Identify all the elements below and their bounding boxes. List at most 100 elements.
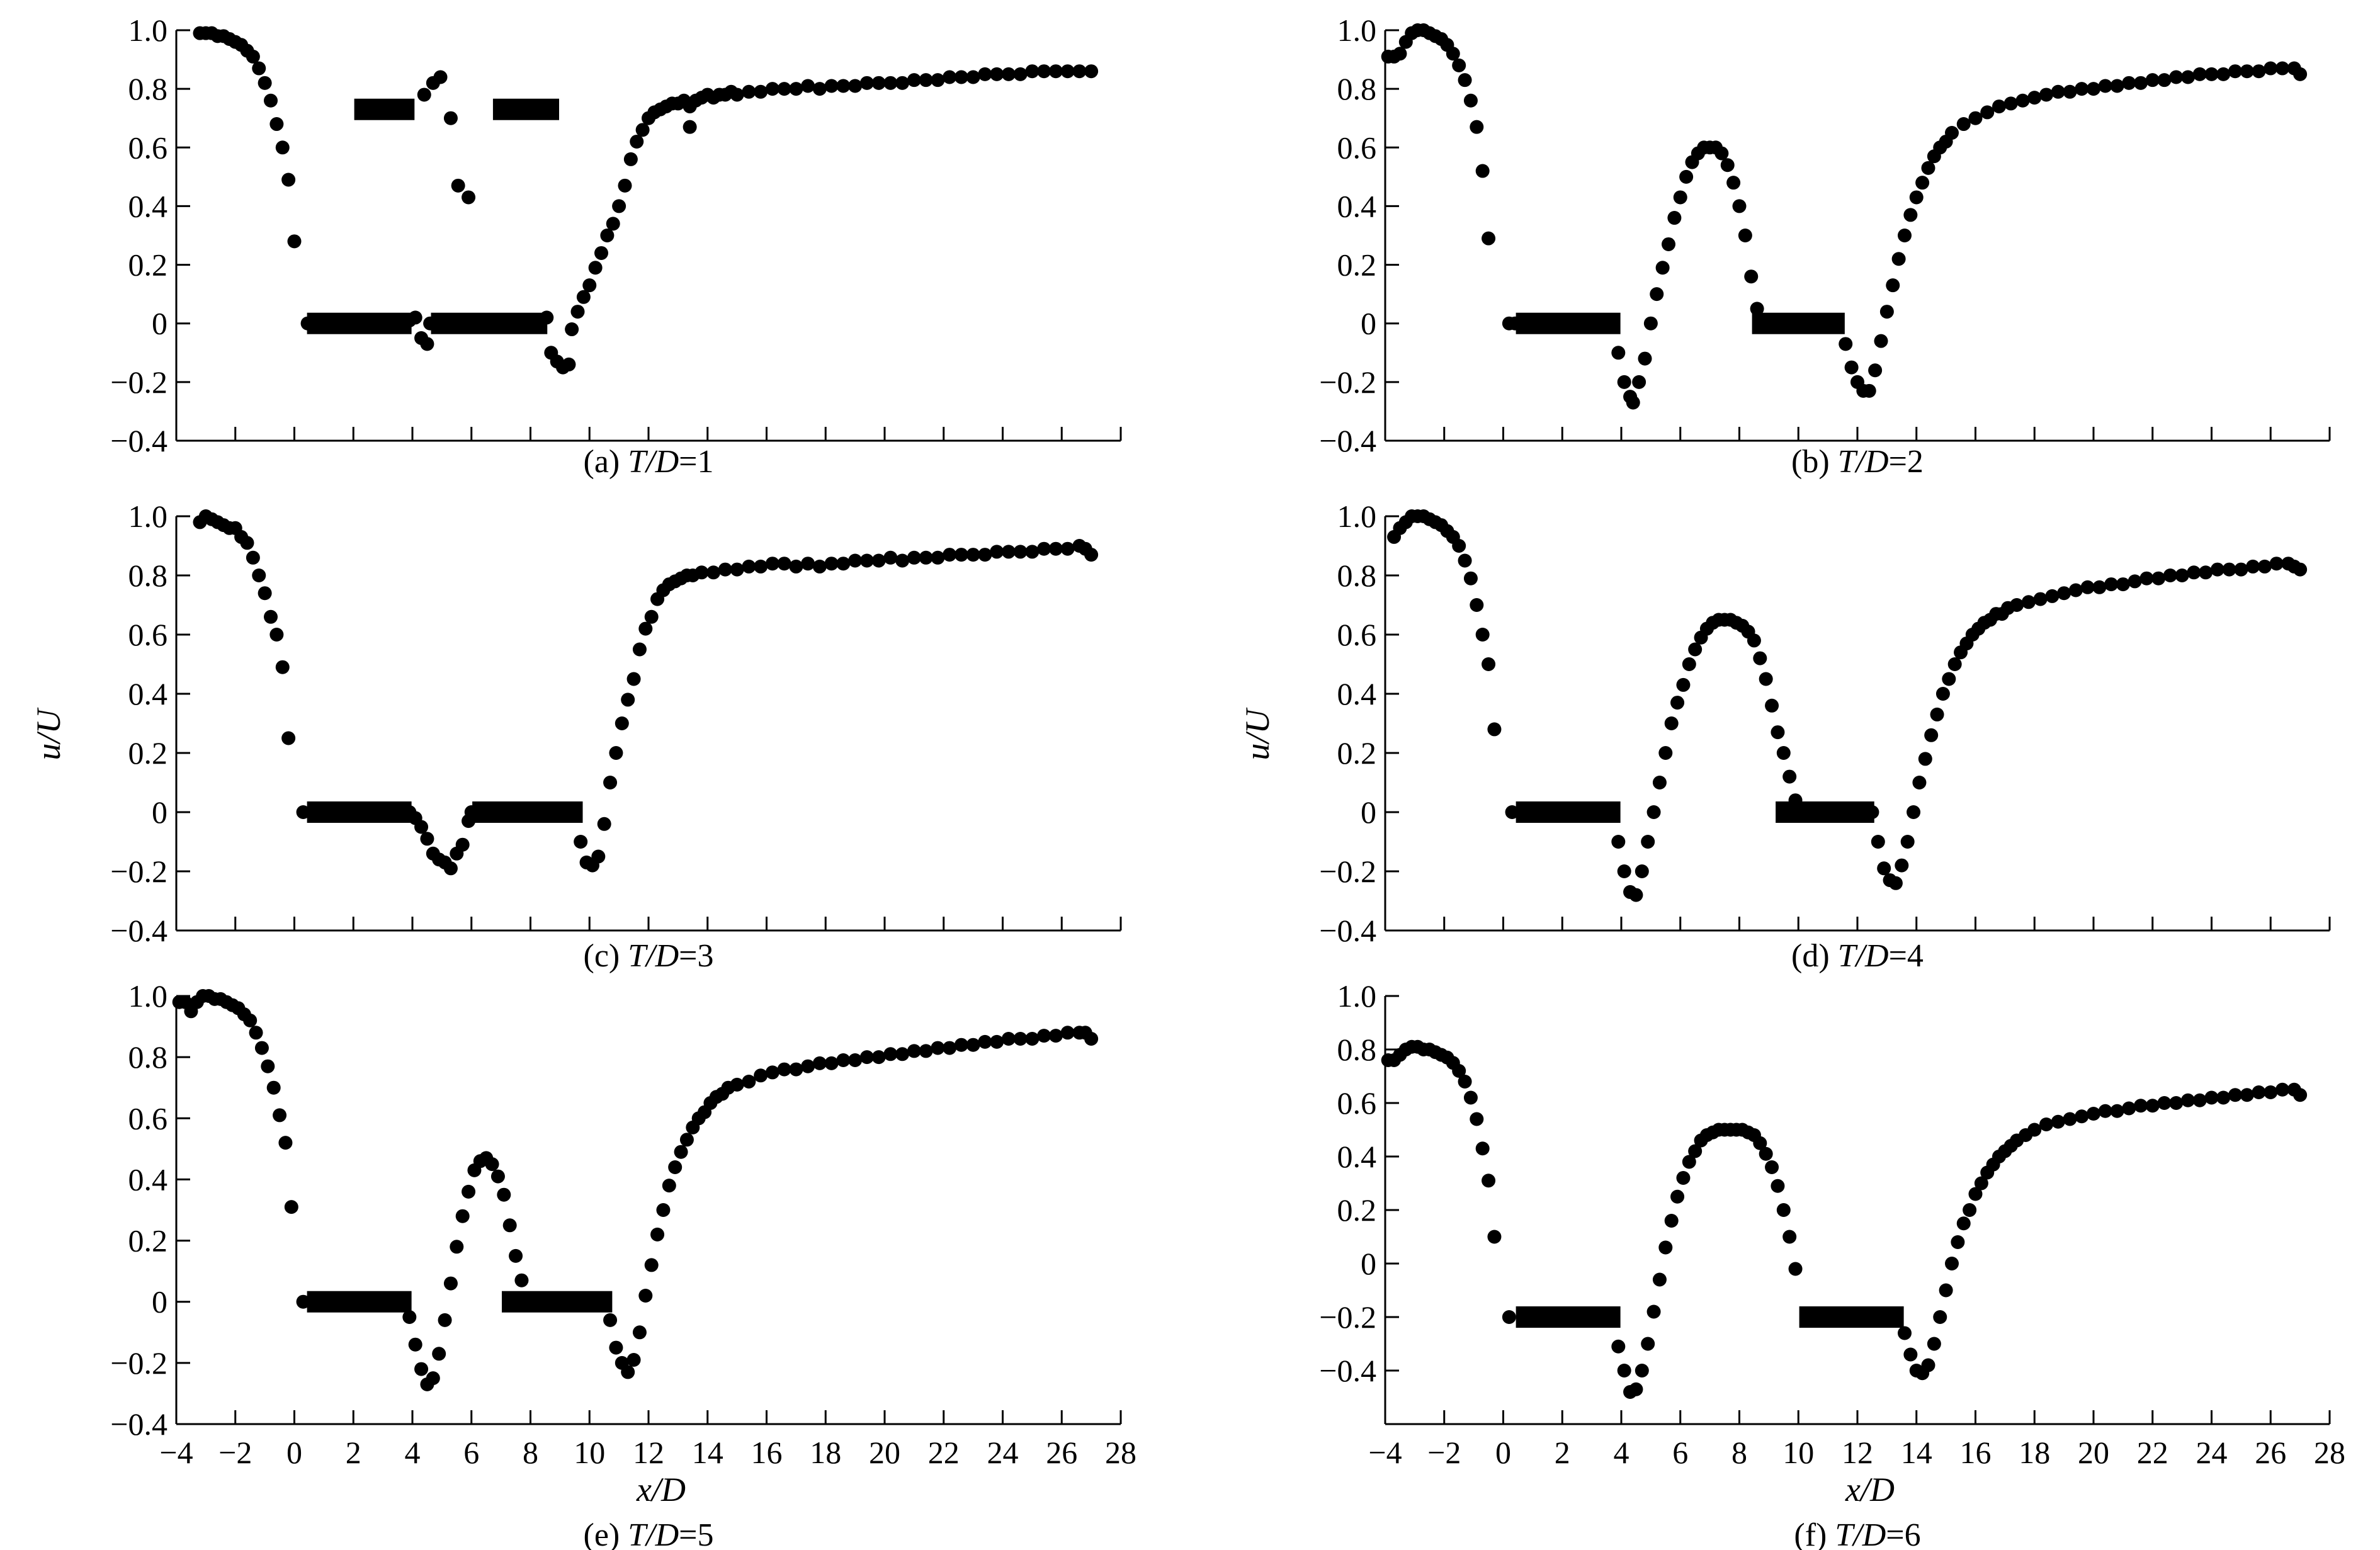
- data-point: [2181, 70, 2195, 84]
- data-point: [1475, 164, 1490, 178]
- data-point: [2252, 1085, 2266, 1099]
- data-point: [462, 1184, 476, 1199]
- data-point: [1862, 383, 1876, 398]
- data-point: [2210, 562, 2224, 577]
- data-point: [2122, 76, 2136, 90]
- data-point: [2216, 1090, 2231, 1105]
- caption-prefix: (b): [1791, 444, 1838, 480]
- data-point: [1650, 287, 1664, 302]
- data-point: [423, 316, 438, 331]
- data-point: [264, 609, 278, 624]
- data-band: [431, 312, 548, 334]
- data-point: [990, 545, 1004, 559]
- data-point: [662, 1179, 676, 1193]
- data-point: [1968, 1187, 1983, 1201]
- panel-c: −0.4 −0.2 0 0.2 0.4 0.6 0.8 1.0 u/U (c) T/D=3: [30, 499, 1122, 974]
- caption-symbol: T/D: [1838, 444, 1889, 480]
- data-point: [591, 849, 606, 864]
- data-point: [266, 1080, 281, 1095]
- data-point: [656, 1203, 671, 1217]
- data-point: [1646, 805, 1661, 819]
- x-tick-label: 4: [1614, 1435, 1629, 1470]
- data-point: [443, 861, 458, 876]
- data-point: [1945, 126, 1959, 140]
- data-point: [2163, 569, 2177, 582]
- data-point: [1726, 176, 1741, 190]
- data-point: [2145, 73, 2160, 88]
- x-tick-label: 16: [1960, 1435, 1992, 1470]
- data-point: [1458, 553, 1472, 568]
- data-point: [417, 88, 431, 102]
- data-point: [812, 559, 827, 574]
- data-point: [1688, 642, 1703, 657]
- data-point: [1470, 120, 1484, 134]
- y-tick-label: −0.4: [110, 913, 167, 948]
- data-point: [1458, 1075, 1472, 1089]
- data-point: [1626, 395, 1640, 410]
- data-point: [1502, 1310, 1516, 1324]
- data-point: [1629, 888, 1643, 902]
- data-point: [694, 565, 709, 580]
- data-point: [246, 49, 260, 64]
- data-point: [1909, 190, 1924, 205]
- data-point: [824, 1056, 839, 1070]
- data-point: [1001, 545, 1016, 559]
- data-band: [1516, 312, 1621, 334]
- data-point: [281, 173, 296, 187]
- data-point: [2199, 565, 2213, 580]
- data-point: [300, 316, 315, 331]
- data-point: [273, 1108, 287, 1123]
- data-point: [1635, 1364, 1649, 1377]
- data-band: [1516, 1306, 1621, 1328]
- data-point: [2228, 1088, 2242, 1102]
- data-point: [1084, 64, 1099, 79]
- data-point: [296, 1294, 310, 1309]
- data-point: [848, 79, 863, 93]
- data-point: [1915, 176, 1930, 190]
- data-point: [718, 562, 732, 577]
- data-point: [978, 548, 992, 562]
- data-point: [574, 835, 588, 849]
- data-point: [1879, 305, 1894, 319]
- caption-prefix: (d): [1791, 938, 1838, 974]
- panel-b: −0.4 −0.2 0 0.2 0.4 0.6 0.8 1.0 (b) T/D=2: [1319, 13, 2331, 480]
- data-point: [1617, 375, 1631, 389]
- data-point: [978, 67, 992, 81]
- data-point: [1475, 1141, 1490, 1156]
- x-tick-label: 0: [1495, 1435, 1511, 1470]
- data-point: [1048, 541, 1063, 556]
- data-point: [576, 290, 591, 304]
- data-point: [402, 1310, 417, 1324]
- data-point: [966, 1038, 980, 1052]
- data-point: [2169, 70, 2184, 84]
- data-point: [1891, 252, 1906, 266]
- data-point: [438, 1313, 452, 1327]
- data-point: [1771, 725, 1785, 740]
- data-band: [1752, 312, 1845, 334]
- x-tick-label: 12: [1842, 1435, 1873, 1470]
- data-point: [1939, 1283, 1953, 1298]
- data-point: [1868, 363, 1883, 378]
- data-point: [420, 832, 434, 846]
- data-point: [2063, 1112, 2077, 1126]
- data-point: [1652, 1272, 1667, 1287]
- data-point: [1844, 360, 1859, 375]
- y-tick-label: 0.6: [128, 1100, 168, 1136]
- x-axis-label: x/D: [1845, 1471, 1895, 1508]
- data-point: [1452, 1064, 1466, 1078]
- data-point: [871, 1050, 886, 1065]
- data-point: [615, 716, 629, 730]
- data-point: [801, 79, 815, 93]
- data-point: [1452, 58, 1466, 72]
- caption-value: =4: [1889, 938, 1924, 974]
- data-point: [2139, 571, 2154, 585]
- data-point: [824, 79, 839, 93]
- data-point: [859, 553, 874, 568]
- data-point: [1676, 1171, 1691, 1185]
- y-tick-label: 0.2: [1337, 735, 1377, 771]
- x-tick-label: 20: [2078, 1435, 2109, 1470]
- data-point: [2027, 1123, 2042, 1137]
- y-tick-label: 1.0: [1337, 13, 1377, 48]
- data-point: [1001, 1032, 1016, 1046]
- data-point: [1676, 677, 1691, 692]
